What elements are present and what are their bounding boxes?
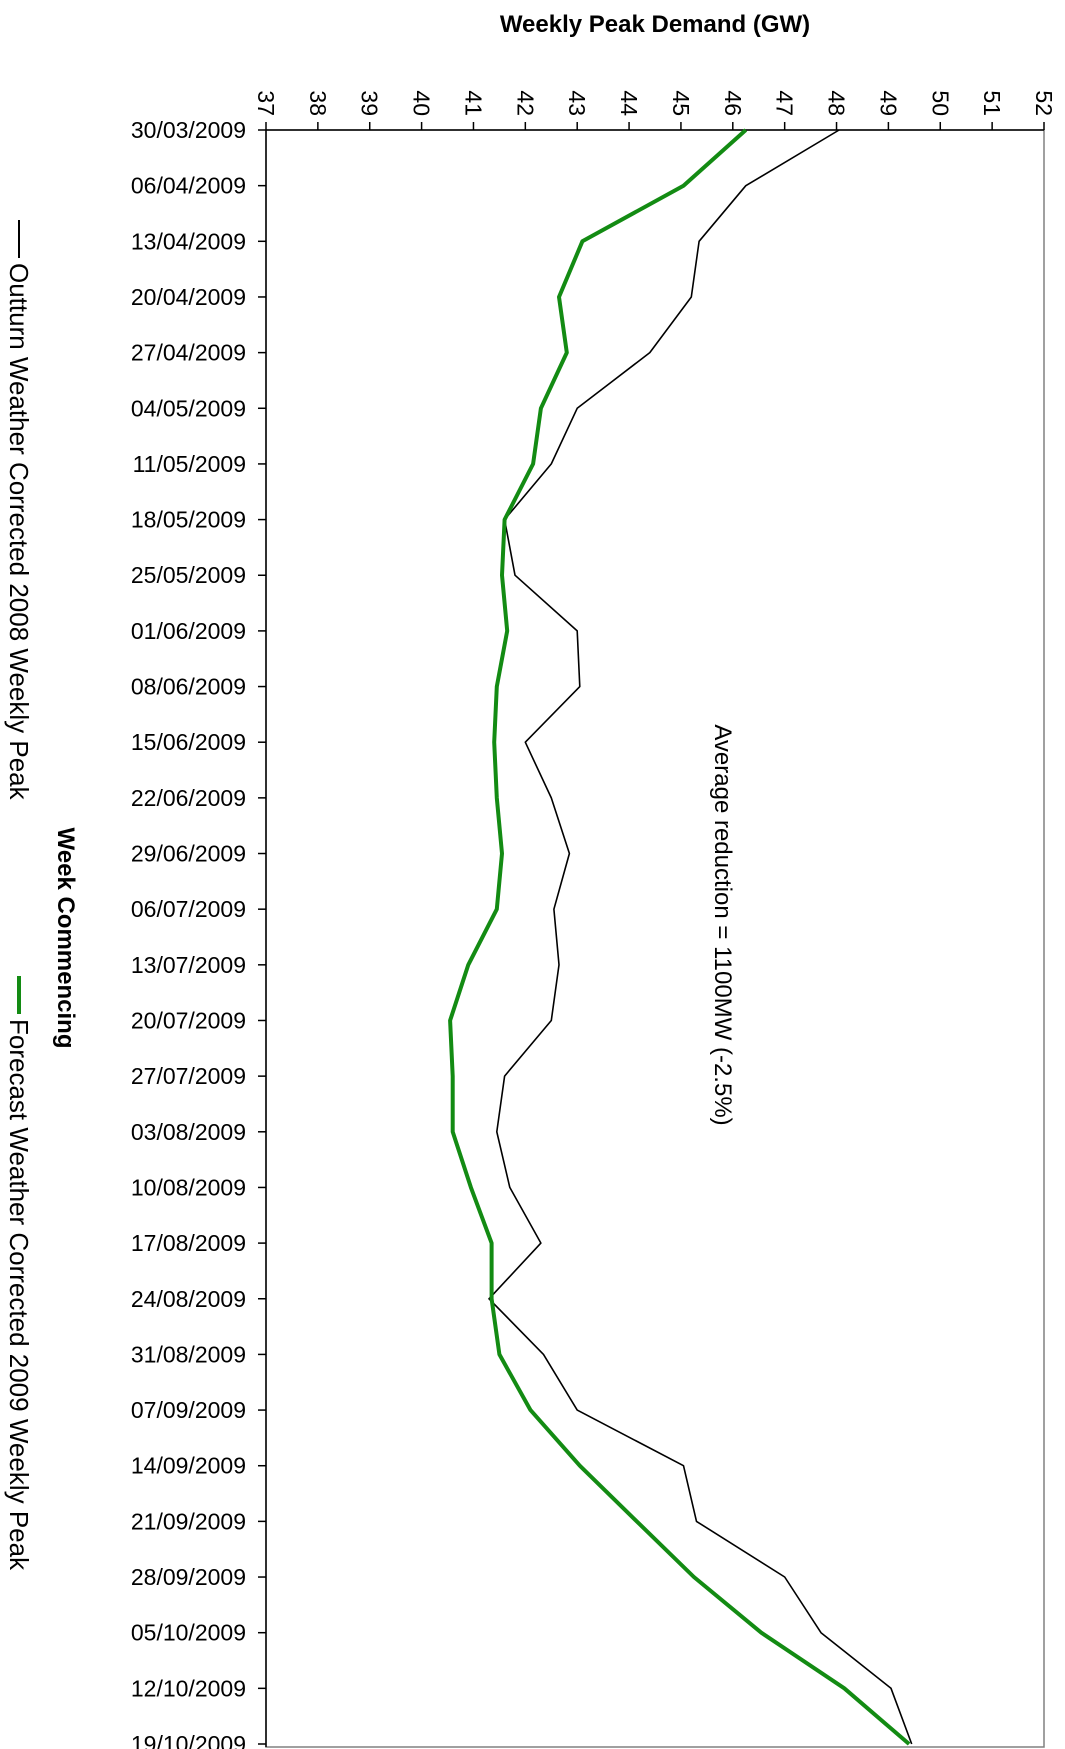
category-tick-label: 22/06/2009: [131, 785, 246, 811]
value-tick-label: 41: [460, 90, 486, 116]
legend-label-forecast: Forecast Weather Corrected 2009 Weekly P…: [4, 1019, 34, 1571]
value-tick-label: 52: [1031, 90, 1057, 116]
category-tick-label: 13/07/2009: [131, 952, 246, 978]
category-tick-label: 11/05/2009: [133, 451, 246, 477]
value-tick-label: 44: [616, 90, 642, 116]
category-tick-label: 03/08/2009: [131, 1119, 246, 1145]
value-tick-label: 51: [979, 90, 1005, 116]
value-tick-label: 43: [564, 90, 590, 116]
value-tick-label: 47: [772, 90, 798, 116]
outturn-2008-series-line: [488, 129, 913, 1745]
value-tick-label: 42: [512, 90, 538, 116]
category-tick-label: 25/05/2009: [131, 562, 246, 588]
category-tick-label: 27/07/2009: [131, 1063, 246, 1089]
category-tick-label: 27/04/2009: [131, 340, 246, 366]
category-tick-label: 14/09/2009: [131, 1453, 246, 1479]
value-tick-label: 37: [253, 90, 279, 116]
legend: Outturn Weather Corrected 2008 Weekly Pe…: [4, 220, 34, 1571]
value-tick-label: 50: [927, 90, 953, 116]
category-tick-label: 20/04/2009: [131, 284, 246, 310]
category-tick-label: 19/10/2009: [131, 1731, 246, 1749]
value-tick-label: 39: [357, 90, 383, 116]
category-tick-label: 06/04/2009: [131, 173, 246, 199]
category-tick-label: 21/09/2009: [131, 1508, 246, 1534]
category-tick-label: 31/08/2009: [131, 1341, 246, 1367]
category-tick-label: 08/06/2009: [131, 674, 246, 700]
value-tick-label: 49: [875, 90, 901, 116]
value-tick-label: 38: [305, 90, 331, 116]
legend-label-outturn: Outturn Weather Corrected 2008 Weekly Pe…: [4, 263, 34, 801]
category-tick-label: 01/06/2009: [131, 618, 246, 644]
category-tick-label: 18/05/2009: [131, 507, 246, 533]
category-tick-label: 17/08/2009: [131, 1230, 246, 1256]
category-tick-label: 28/09/2009: [131, 1564, 246, 1590]
value-tick-label: 45: [668, 90, 694, 116]
category-tick-label: 13/04/2009: [131, 228, 246, 254]
category-tick-label: 15/06/2009: [131, 729, 246, 755]
category-tick-label: 06/07/2009: [131, 896, 246, 922]
category-tick-label: 05/10/2009: [131, 1620, 246, 1646]
forecast-2009-series-line: [448, 128, 911, 1746]
plot-area: [265, 129, 1045, 1748]
average-reduction-annotation: Average reduction = 1100MW (-2.5%): [709, 724, 736, 1125]
category-tick-label: 04/05/2009: [131, 395, 246, 421]
category-tick-label: 29/06/2009: [131, 841, 246, 867]
value-tick-label: 48: [824, 90, 850, 116]
value-tick-label: 40: [409, 90, 435, 116]
value-tick-label: 46: [720, 90, 746, 116]
category-tick-label: 12/10/2009: [131, 1675, 246, 1701]
category-tick-label: 24/08/2009: [131, 1286, 246, 1312]
category-tick-label: 10/08/2009: [131, 1174, 246, 1200]
category-tick-label: 07/09/2009: [131, 1397, 246, 1423]
category-axis-title: Week Commencing: [52, 828, 79, 1049]
value-axis-title: Weekly Peak Demand (GW): [500, 11, 810, 38]
category-tick-label: 30/03/2009: [131, 117, 246, 143]
category-tick-label: 20/07/2009: [131, 1007, 246, 1033]
